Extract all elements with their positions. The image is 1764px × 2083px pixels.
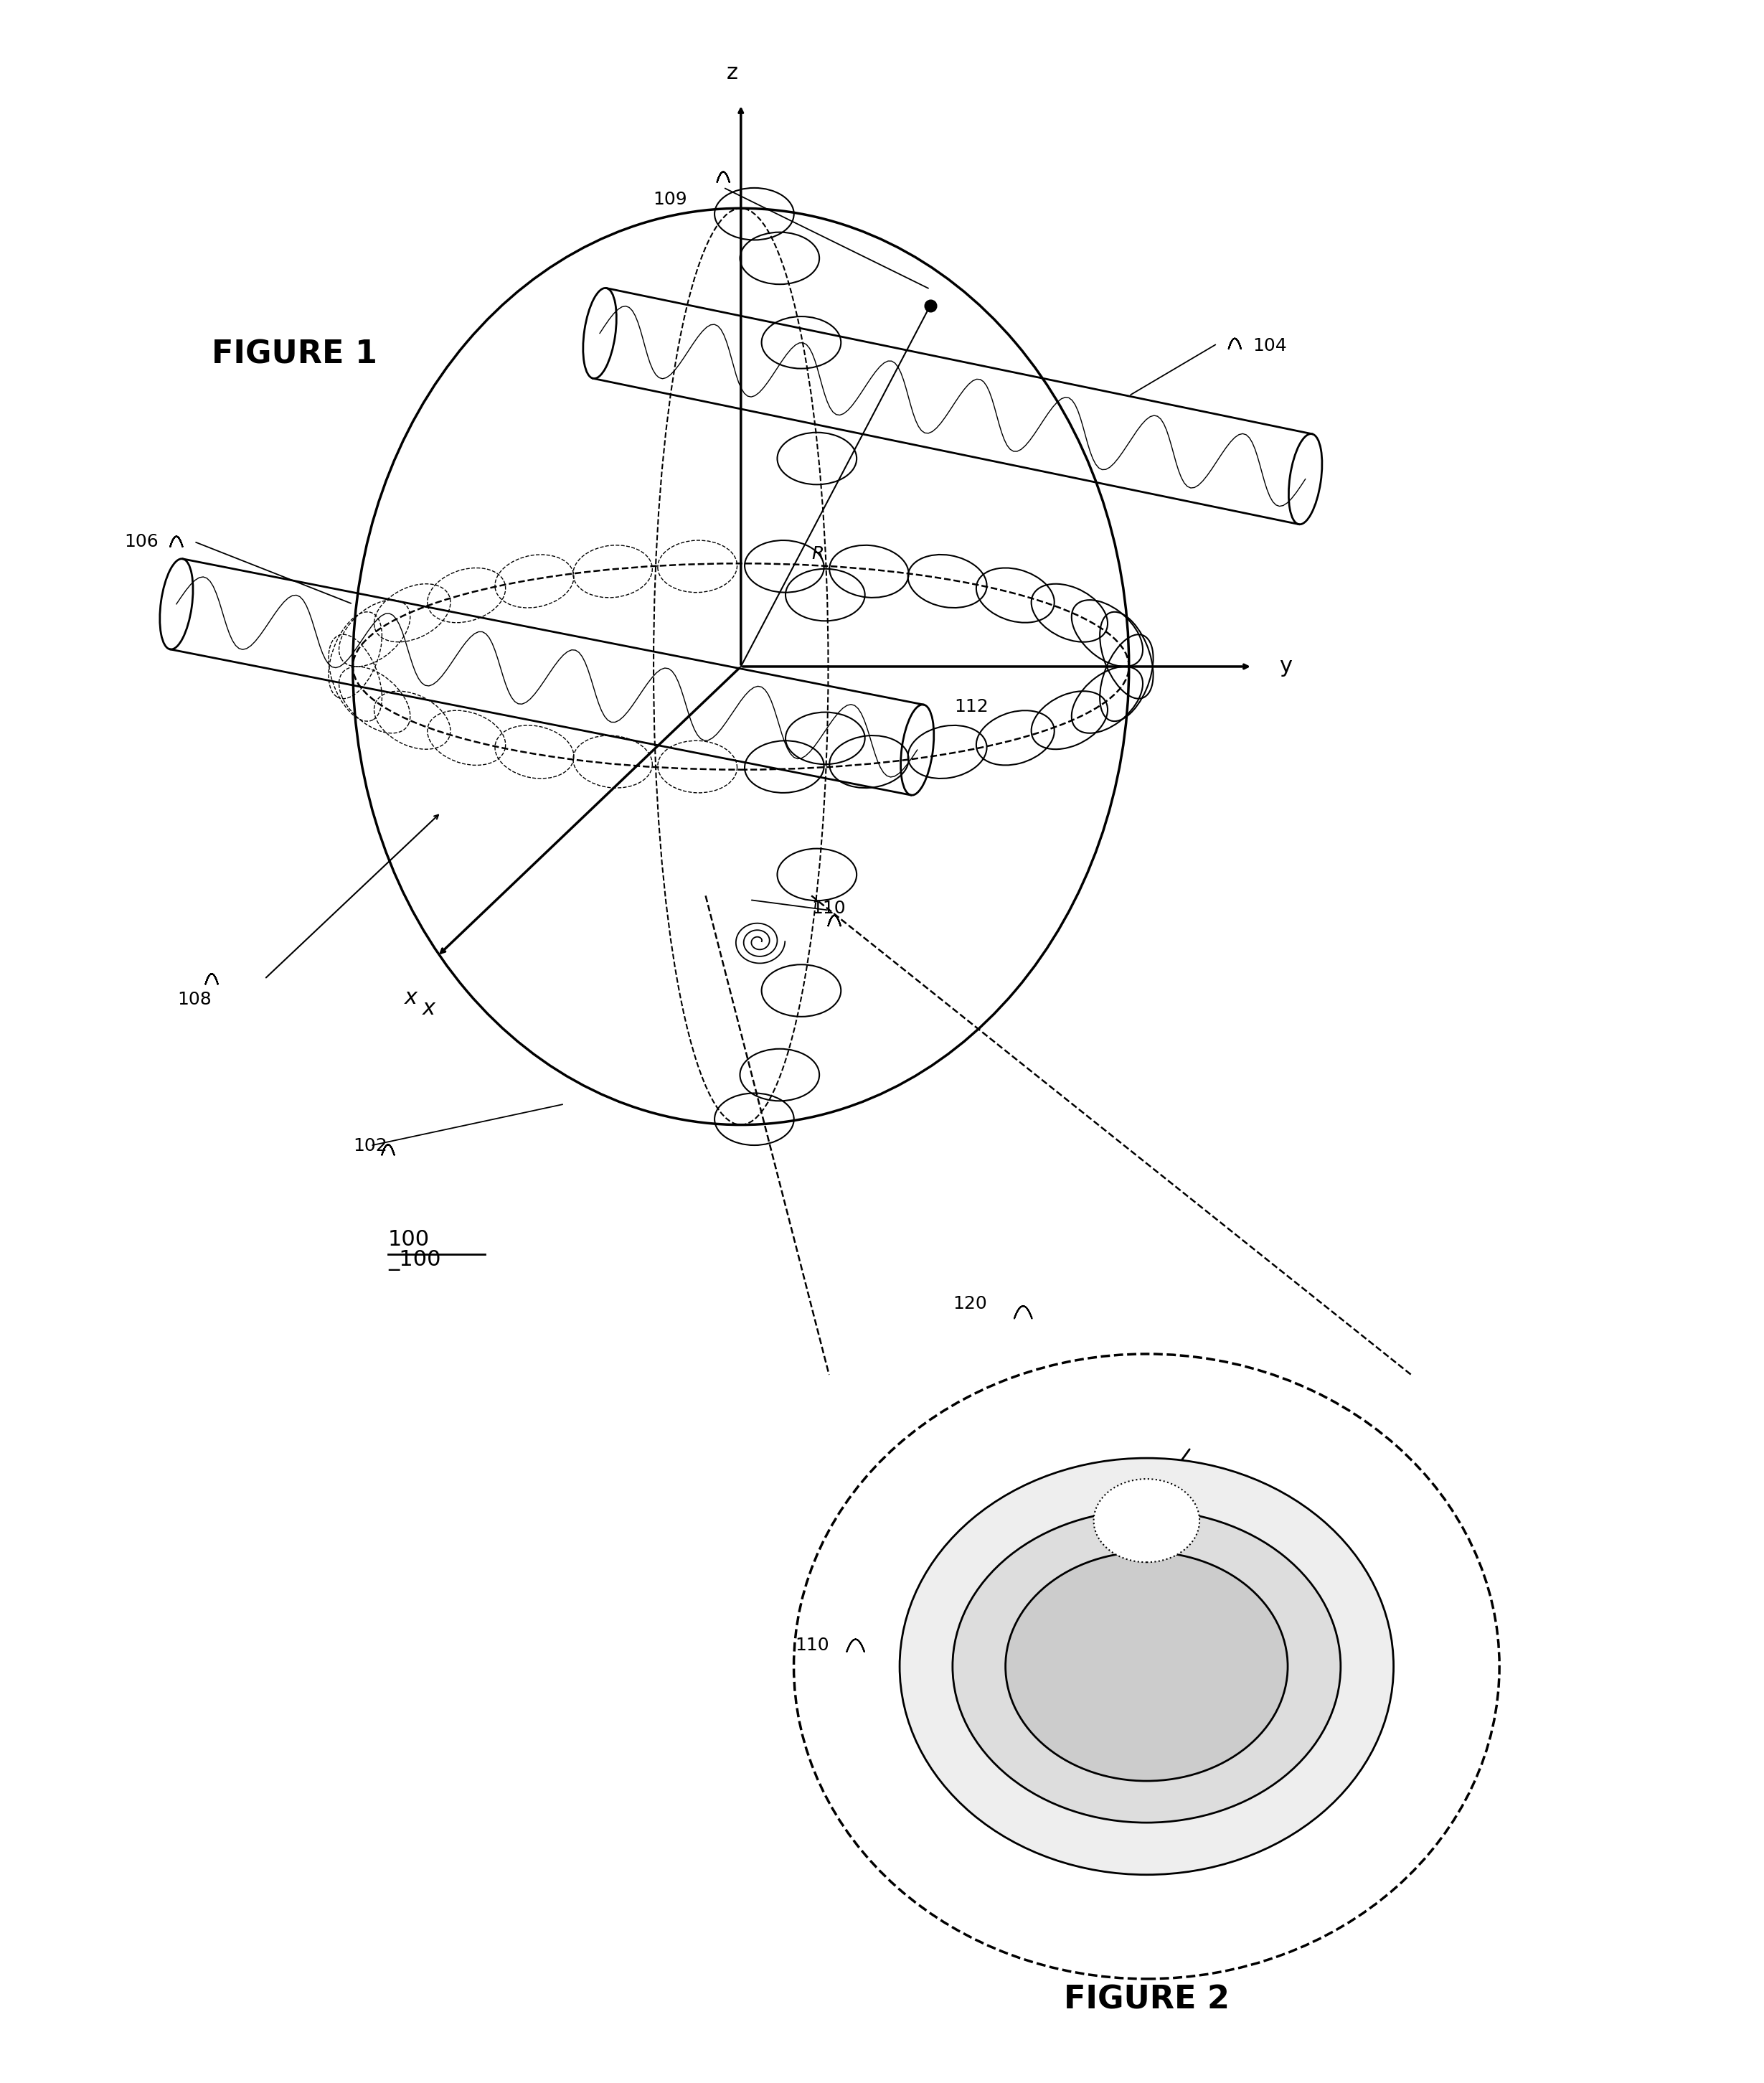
Text: FIGURE 2: FIGURE 2 [1064, 1985, 1230, 2014]
Text: 110: 110 [796, 1637, 829, 1654]
Text: 112: 112 [954, 698, 988, 714]
Text: _100: _100 [388, 1250, 441, 1271]
Text: 120: 120 [953, 1296, 988, 1312]
Ellipse shape [900, 1458, 1394, 1875]
Text: AU: AU [1148, 1677, 1180, 1698]
Text: B: B [1157, 1739, 1171, 1760]
Text: x: x [422, 998, 436, 1019]
Text: 109: 109 [653, 192, 688, 208]
Text: 108: 108 [178, 992, 212, 1008]
Text: R: R [811, 546, 824, 562]
Text: FIGURE 1: FIGURE 1 [212, 340, 377, 369]
Text: 104: 104 [1252, 337, 1286, 354]
Text: 110: 110 [811, 900, 845, 917]
Text: 102: 102 [353, 1137, 386, 1154]
Text: x: x [404, 987, 418, 1008]
Text: T: T [1157, 1625, 1171, 1646]
Ellipse shape [1005, 1552, 1288, 1781]
Text: 106: 106 [125, 533, 159, 550]
Ellipse shape [1094, 1479, 1200, 1562]
Text: z: z [727, 62, 737, 83]
Text: 100: 100 [388, 1229, 430, 1250]
Text: y: y [1279, 656, 1291, 677]
Ellipse shape [953, 1510, 1341, 1823]
